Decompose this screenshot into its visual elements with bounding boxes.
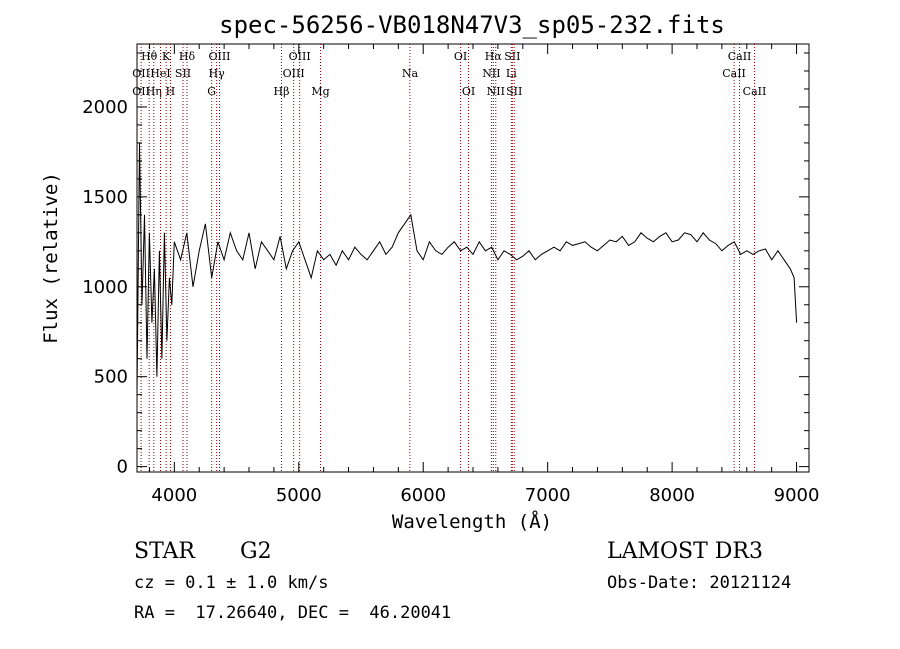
line-label-25-top: CaII: [728, 50, 752, 63]
line-label-5-low: H: [166, 85, 176, 98]
line-label-19-top: Hα: [485, 50, 503, 63]
line-label-6-mid: SII: [175, 67, 191, 80]
y-tick-label-2000: 2000: [82, 97, 128, 118]
spectral-line-markers: OII OII Hθ Hη HeI K H SII Hδ G Hγ OIII Hβ OIII OIII Mg N…: [132, 44, 766, 472]
axes: 4000 5000 6000 7000 8000 9000 0 500 1000 1500 2000: [82, 44, 819, 506]
line-label-23-low: SII: [506, 85, 522, 98]
line-label-24-mid: CaII: [722, 67, 746, 80]
observation-date: Obs-Date: 20121124: [607, 573, 792, 593]
line-label-16-top: OI: [454, 50, 467, 63]
line-label-3-mid: HeI: [150, 67, 170, 80]
spectrum-series: [136, 142, 798, 395]
y-tick-label-500: 500: [94, 367, 128, 388]
line-label-15-mid: Na: [402, 67, 419, 80]
y-tick-label-1000: 1000: [82, 277, 128, 298]
line-label-20-low: NII: [487, 85, 505, 98]
x-tick-label-4000: 4000: [151, 485, 197, 506]
redshift-value: cz = 0.1 ± 1.0 km/s: [134, 573, 329, 593]
x-tick-label-9000: 9000: [774, 485, 820, 506]
line-label-18-mid: NII: [482, 67, 500, 80]
line-label-13-top: OIII: [289, 50, 311, 63]
object-subclass: G2: [240, 539, 272, 564]
line-label-4-top: K: [162, 50, 171, 63]
line-label-14-low: Mg: [311, 85, 329, 98]
x-tick-label-8000: 8000: [649, 485, 695, 506]
x-tick-label-7000: 7000: [525, 485, 571, 506]
line-label-0-mid: OII: [132, 67, 150, 80]
line-label-2-low: Hη: [146, 85, 162, 98]
line-label-22-top: SII: [504, 50, 520, 63]
line-label-26-low: CaII: [743, 85, 767, 98]
line-label-0-low: OII: [132, 85, 150, 98]
line-label-11-low: Hβ: [274, 85, 290, 98]
chart-title: spec-56256-VB018N47V3_sp05-232.fits: [219, 11, 725, 39]
line-label-9-mid: Hγ: [209, 67, 226, 80]
y-axis-label: Flux (relative): [40, 172, 62, 344]
x-tick-label-6000: 6000: [400, 485, 446, 506]
line-label-21-mid: Li: [506, 67, 517, 80]
line-label-17-low: OI: [462, 85, 475, 98]
line-label-1-top: Hθ: [141, 50, 158, 63]
series-line-0: [136, 142, 798, 395]
line-label-12-mid: OIII: [283, 67, 305, 80]
y-tick-label-1500: 1500: [82, 187, 128, 208]
line-label-7-top: Hδ: [179, 50, 196, 63]
survey-name: LAMOST DR3: [607, 539, 763, 564]
x-axis-label: Wavelength (Å): [392, 510, 552, 533]
y-tick-label-0: 0: [117, 457, 128, 478]
coordinates: RA = 17.26640, DEC = 46.20041: [134, 603, 452, 623]
x-tick-label-5000: 5000: [276, 485, 322, 506]
line-label-8-low: G: [207, 85, 216, 98]
object-class: STAR: [134, 539, 195, 564]
line-label-10-top: OIII: [208, 50, 230, 63]
plot-frame: [136, 43, 810, 473]
